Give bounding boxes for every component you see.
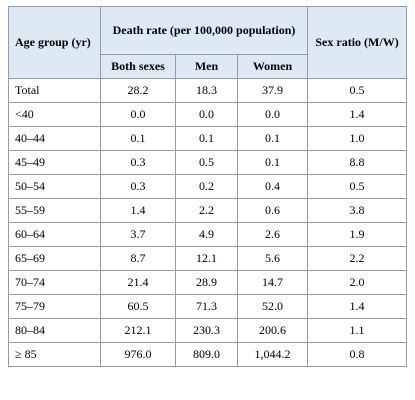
table-cell: 0.1 xyxy=(100,126,176,151)
table-cell: 14.7 xyxy=(236,270,309,295)
header-cell: Women xyxy=(236,54,309,79)
table-cell: 0.8 xyxy=(307,342,408,367)
table-cell: 1.0 xyxy=(307,126,408,151)
table-cell: 200.6 xyxy=(236,318,309,343)
table-cell: Total xyxy=(8,78,101,103)
table-cell: 0.5 xyxy=(175,150,238,175)
table-cell: <40 xyxy=(8,102,101,127)
table-cell: 4.9 xyxy=(175,222,238,247)
table-cell: 37.9 xyxy=(236,78,309,103)
table-cell: 2.2 xyxy=(175,198,238,223)
table-cell: 50–54 xyxy=(8,174,101,199)
table-cell: 18.3 xyxy=(175,78,238,103)
table-cell: 3.7 xyxy=(100,222,176,247)
table-cell: 75–79 xyxy=(8,294,101,319)
table-cell: 1.4 xyxy=(307,102,408,127)
table-cell: 0.0 xyxy=(175,102,238,127)
header-cell: Age group (yr) xyxy=(8,6,101,79)
header-row: Age group (yr) Death rate (per 100,000 p… xyxy=(8,6,408,79)
table-cell: 52.0 xyxy=(236,294,309,319)
table-cell: ≥ 85 xyxy=(8,342,101,367)
table-cell: 2.0 xyxy=(307,270,408,295)
table-cell: 8.8 xyxy=(307,150,408,175)
table-body: Total 28.2 18.3 37.9 0.5 <40 0.0 0.0 0.0 1.4 40–44… xyxy=(8,78,408,367)
table-cell: 28.2 xyxy=(100,78,176,103)
table-row: 65–69 8.7 12.1 5.6 2.2 xyxy=(8,246,408,271)
table-cell: 3.8 xyxy=(307,198,408,223)
table-cell: 0.2 xyxy=(175,174,238,199)
data-table: Age group (yr) Death rate (per 100,000 p… xyxy=(8,6,408,367)
table-cell: 1.4 xyxy=(307,294,408,319)
table-cell: 809.0 xyxy=(175,342,238,367)
table-cell: 1.4 xyxy=(100,198,176,223)
table-cell: 60–64 xyxy=(8,222,101,247)
table-cell: 0.1 xyxy=(236,150,309,175)
table-header: Age group (yr) Death rate (per 100,000 p… xyxy=(8,6,408,79)
table-cell: 45–49 xyxy=(8,150,101,175)
table-cell: 2.6 xyxy=(236,222,309,247)
table-cell: 976.0 xyxy=(100,342,176,367)
table-cell: 230.3 xyxy=(175,318,238,343)
table-row: 80–84 212.1 230.3 200.6 1.1 xyxy=(8,318,408,343)
header-cell: Death rate (per 100,000 population) xyxy=(99,6,309,55)
table-cell: 0.5 xyxy=(307,174,408,199)
table-cell: 65–69 xyxy=(8,246,101,271)
table-cell: 71.3 xyxy=(175,294,238,319)
table-cell: 28.9 xyxy=(175,270,238,295)
table-cell: 0.3 xyxy=(100,174,176,199)
table-row: ≥ 85 976.0 809.0 1,044.2 0.8 xyxy=(8,342,408,367)
table-cell: 0.4 xyxy=(236,174,309,199)
table-row: <40 0.0 0.0 0.0 1.4 xyxy=(8,102,408,127)
header-row: Both sexes Men Women xyxy=(9,54,407,79)
table-cell: 70–74 xyxy=(8,270,101,295)
table-row: Total 28.2 18.3 37.9 0.5 xyxy=(8,78,408,103)
table-row: 45–49 0.3 0.5 0.1 8.8 xyxy=(8,150,408,175)
table-cell: 80–84 xyxy=(8,318,101,343)
header-cell: Men xyxy=(175,54,238,79)
table-cell: 212.1 xyxy=(100,318,176,343)
table-row: 60–64 3.7 4.9 2.6 1.9 xyxy=(8,222,408,247)
table-cell: 40–44 xyxy=(8,126,101,151)
header-cell: Both sexes xyxy=(100,54,176,79)
table-cell: 21.4 xyxy=(100,270,176,295)
table-cell: 55–59 xyxy=(8,198,101,223)
table-cell: 1,044.2 xyxy=(236,342,309,367)
table-cell: 0.3 xyxy=(100,150,176,175)
table-cell: 0.5 xyxy=(307,78,408,103)
table-cell: 0.0 xyxy=(100,102,176,127)
table-cell: 0.1 xyxy=(175,126,238,151)
table-cell: 1.9 xyxy=(307,222,408,247)
table-row: 70–74 21.4 28.9 14.7 2.0 xyxy=(8,270,408,295)
table-cell: 0.1 xyxy=(236,126,309,151)
table-cell: 12.1 xyxy=(175,246,238,271)
table-cell: 1.1 xyxy=(307,318,408,343)
table-row: 50–54 0.3 0.2 0.4 0.5 xyxy=(8,174,408,199)
table-row: 55–59 1.4 2.2 0.6 3.8 xyxy=(8,198,408,223)
header-cell: Sex ratio (M/W) xyxy=(307,6,408,79)
table-cell: 2.2 xyxy=(307,246,408,271)
table-row: 40–44 0.1 0.1 0.1 1.0 xyxy=(8,126,408,151)
table-row: 75–79 60.5 71.3 52.0 1.4 xyxy=(8,294,408,319)
table-cell: 60.5 xyxy=(100,294,176,319)
table-cell: 8.7 xyxy=(100,246,176,271)
table-cell: 0.6 xyxy=(236,198,309,223)
table-cell: 0.0 xyxy=(236,102,309,127)
table-cell: 5.6 xyxy=(236,246,309,271)
